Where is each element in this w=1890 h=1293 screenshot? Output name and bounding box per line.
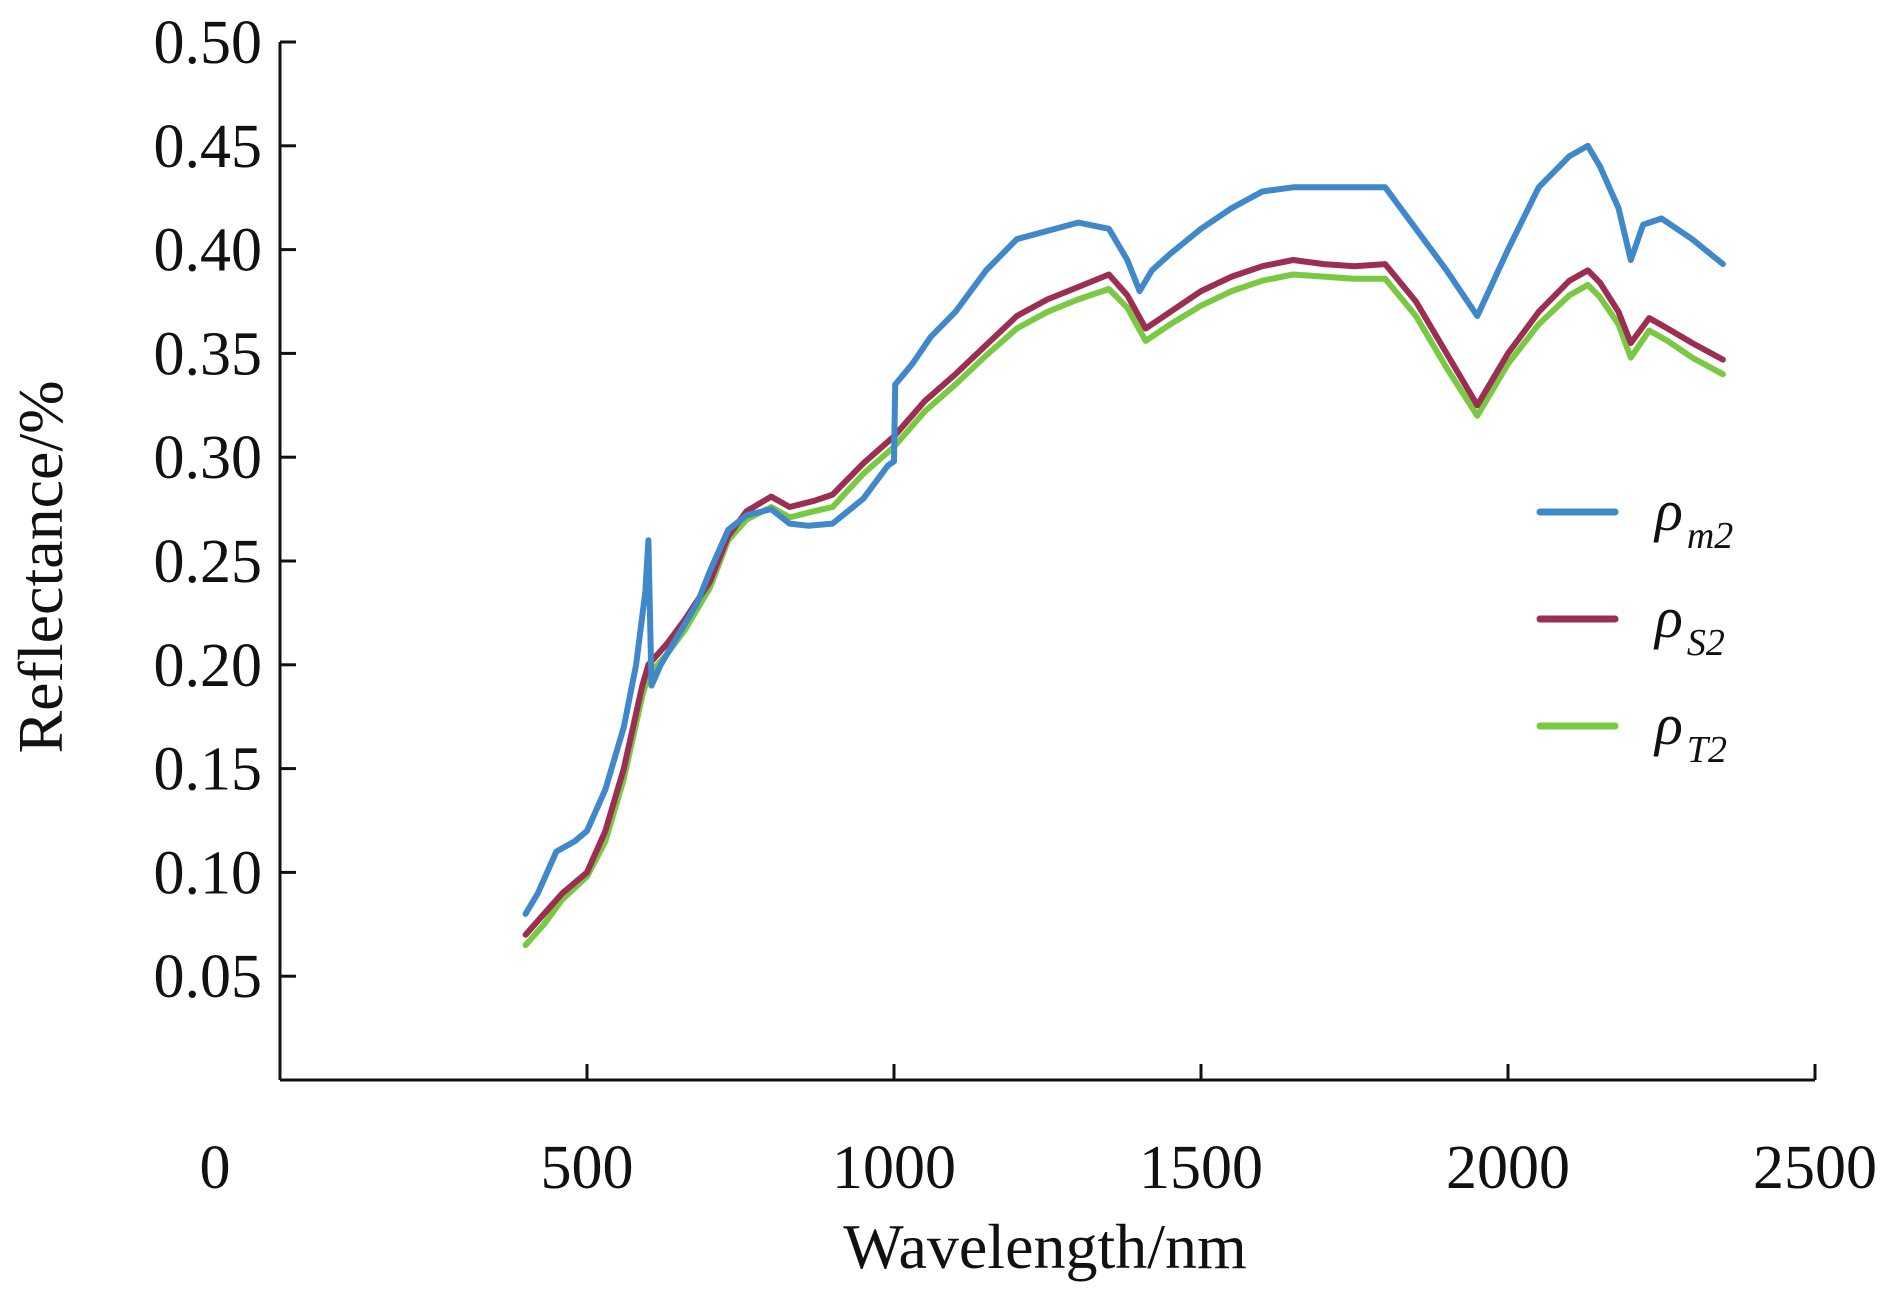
- legend-label-m2: ρ m2: [1653, 478, 1733, 557]
- series-line-s2: [522, 257, 1726, 938]
- x-tick-label: 1000: [832, 1134, 956, 1202]
- y-axis: 0.05 0.10 0.15 0.20 0.25 0.30 0.35 0.40 0.45 0.50: [154, 9, 296, 1080]
- y-tick-label: 0.10: [154, 839, 263, 907]
- x-tick-label: 1500: [1139, 1134, 1263, 1202]
- legend-label-s2: ρ S2: [1653, 585, 1725, 664]
- y-tick-label: 0.45: [154, 113, 263, 181]
- y-tick-label: 0.25: [154, 528, 263, 596]
- x-origin-label: 0: [200, 1134, 231, 1202]
- x-axis-title: Wavelength/nm: [843, 1211, 1247, 1282]
- y-tick-label: 0.30: [154, 424, 263, 492]
- series-line-t2: [522, 271, 1726, 949]
- legend: ρ m2 ρ S2 ρ T2: [1536, 478, 1733, 771]
- legend-label-t2: ρ T2: [1653, 692, 1727, 771]
- x-tick-label: 500: [541, 1134, 634, 1202]
- x-axis: 500 1000 1500 2000 2500 0: [200, 1064, 1877, 1202]
- y-axis-title: Reflectance/%: [5, 380, 76, 753]
- series-line-m2: [522, 142, 1726, 917]
- x-tick-label: 2500: [1753, 1134, 1877, 1202]
- y-tick-label: 0.05: [154, 943, 263, 1011]
- y-tick-label: 0.35: [154, 320, 263, 388]
- y-tick-label: 0.15: [154, 736, 263, 804]
- y-tick-label: 0.40: [154, 217, 263, 285]
- y-tick-label: 0.50: [154, 9, 263, 77]
- series-layer: [522, 142, 1726, 949]
- x-tick-label: 2000: [1446, 1134, 1570, 1202]
- y-tick-label: 0.20: [154, 632, 263, 700]
